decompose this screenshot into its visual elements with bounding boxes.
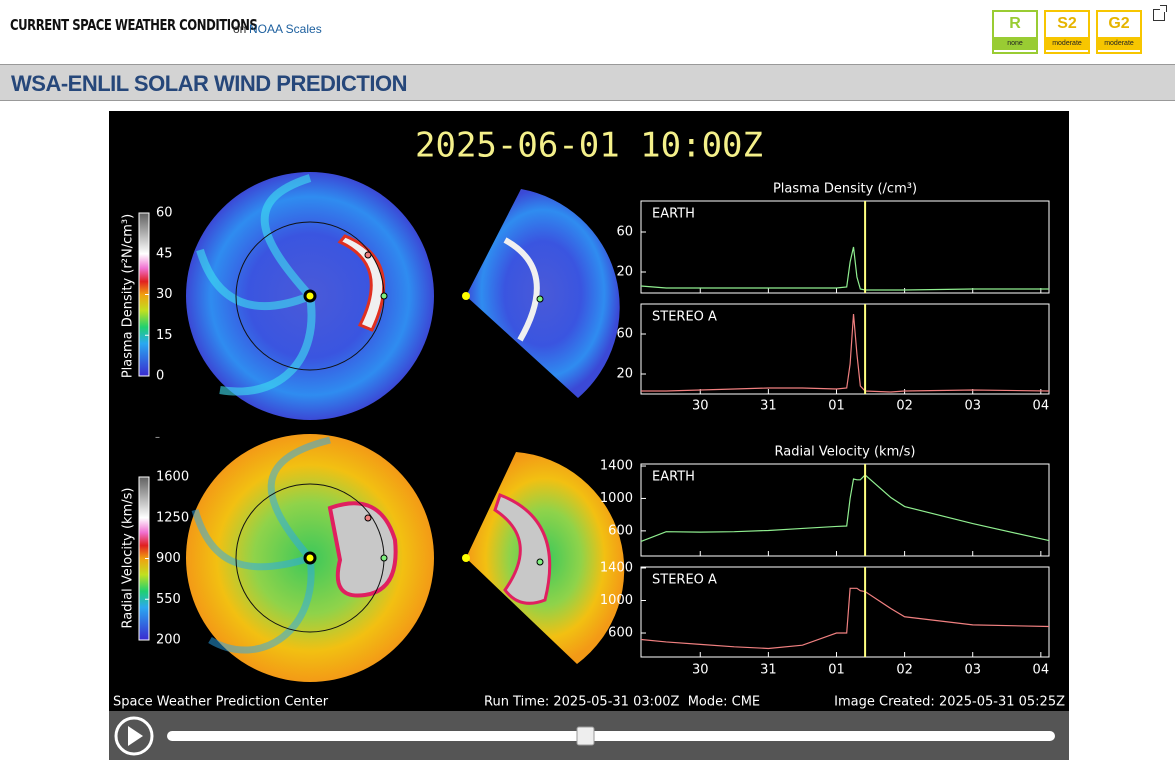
plot-frame	[640, 566, 1050, 658]
series-line	[640, 587, 1050, 650]
colorbar-tick-label: 1600	[156, 470, 189, 485]
noaa-scales-link[interactable]: NOAA Scales	[249, 22, 322, 36]
colorbar-tick-label: 1250	[156, 510, 189, 525]
header-on: on	[233, 22, 247, 36]
colorbar-tick-label: 15	[156, 328, 173, 343]
footer-run: Run Time: 2025-05-31 03:00Z Mode: CME	[484, 695, 760, 710]
scale-r[interactable]: R none	[992, 10, 1038, 54]
earth-dot	[380, 292, 388, 300]
play-button[interactable]	[114, 716, 154, 756]
colorbar-tick-label: 200	[156, 633, 181, 648]
scale-s[interactable]: S2 moderate	[1044, 10, 1090, 54]
velocity-wedge-cme	[493, 493, 552, 605]
slider-thumb[interactable]	[576, 726, 595, 746]
y-tick-label: 60	[616, 225, 633, 240]
play-icon	[128, 726, 143, 746]
scale-level: none	[994, 37, 1036, 50]
sun	[462, 292, 470, 300]
timestamp: 2025-06-01 10:00Z	[415, 126, 763, 166]
y-tick-label: 20	[616, 367, 633, 382]
sun	[303, 551, 317, 565]
y-tick-label: 1400	[600, 560, 633, 575]
x-tick-label: 05	[1101, 663, 1118, 678]
x-tick-label: 02	[896, 663, 913, 678]
velocity-cme	[327, 501, 398, 598]
colorbar-tick-label: 45	[156, 246, 173, 261]
colorbar-tick-label: 550	[156, 592, 181, 607]
density-cme	[337, 234, 386, 332]
x-tick-label: 04	[1033, 399, 1050, 414]
colorbar-label: Plasma Density (r²N/cm³)	[121, 214, 136, 378]
scale-letter: R	[1009, 15, 1021, 32]
x-tick-label: 31	[760, 663, 777, 678]
y-tick-label: 20	[616, 265, 633, 280]
x-tick-label: 01	[828, 399, 845, 414]
scale-letter: S2	[1057, 15, 1077, 32]
colorbar-tick-label: 30	[156, 287, 173, 302]
external-link-arrow	[1160, 5, 1167, 12]
sun	[462, 554, 470, 562]
density-wedge-cme	[503, 237, 540, 342]
plot-frame	[640, 303, 1050, 395]
plot-frame	[640, 463, 1050, 557]
y-tick-label: 60	[616, 327, 633, 342]
scale-g[interactable]: G2 moderate	[1096, 10, 1142, 54]
earth-dot	[536, 295, 544, 303]
scale-level: moderate	[1098, 37, 1140, 50]
y-tick-label: 600	[608, 626, 633, 641]
scale-letter: G2	[1108, 15, 1130, 32]
y-tick-label: 1000	[600, 491, 633, 506]
x-tick-label: 03	[964, 399, 981, 414]
external-link-icon[interactable]	[1153, 9, 1165, 21]
y-tick-label: 1400	[600, 459, 633, 474]
panel-label: EARTH	[652, 207, 695, 222]
x-tick-label: 03	[964, 663, 981, 678]
plot-title: Radial Velocity (km/s)	[775, 445, 916, 460]
colorbar-tick-label: 0	[156, 369, 164, 384]
section-title: WSA-ENLIL SOLAR WIND PREDICTION	[11, 71, 407, 96]
section-bar: WSA-ENLIL SOLAR WIND PREDICTION	[0, 64, 1175, 101]
series-line	[640, 246, 1049, 291]
y-tick-label: 1000	[600, 593, 633, 608]
colorbar-label: Radial Velocity (km/s)	[121, 488, 136, 629]
header-title: CURRENT SPACE WEATHER CONDITIONS	[10, 16, 258, 34]
stereo-dot	[364, 514, 372, 522]
earth-dot	[536, 558, 544, 566]
x-tick-label: 01	[828, 663, 845, 678]
plot-frame	[640, 200, 1050, 294]
density-swirl	[196, 174, 316, 396]
sun	[303, 289, 317, 303]
footer-created: Image Created: 2025-05-31 05:25Z	[834, 695, 1065, 710]
panel-label: EARTH	[652, 470, 695, 485]
slider-track[interactable]	[167, 731, 1055, 741]
panel-label: STEREO A	[652, 310, 717, 325]
stereo-dot	[364, 251, 372, 259]
series-line	[640, 474, 1050, 542]
series-line	[641, 313, 1050, 393]
x-tick-label: 30	[692, 399, 709, 414]
plot-title: Plasma Density (/cm³)	[773, 182, 917, 197]
footer-left: Space Weather Prediction Center	[113, 695, 329, 710]
x-tick-label: 30	[692, 663, 709, 678]
scale-level: moderate	[1046, 37, 1088, 50]
colorbar-tick-label: 900	[156, 551, 181, 566]
velocity-swirl	[191, 436, 331, 654]
x-tick-label: 02	[896, 399, 913, 414]
colorbar-tick-label: 60	[156, 206, 173, 221]
x-tick-label: 31	[760, 399, 777, 414]
dash: –	[155, 432, 160, 443]
earth-dot	[380, 554, 388, 562]
y-tick-label: 600	[608, 523, 633, 538]
panel-label: STEREO A	[652, 573, 717, 588]
x-tick-label: 04	[1033, 663, 1050, 678]
x-tick-label: 05	[1101, 399, 1118, 414]
